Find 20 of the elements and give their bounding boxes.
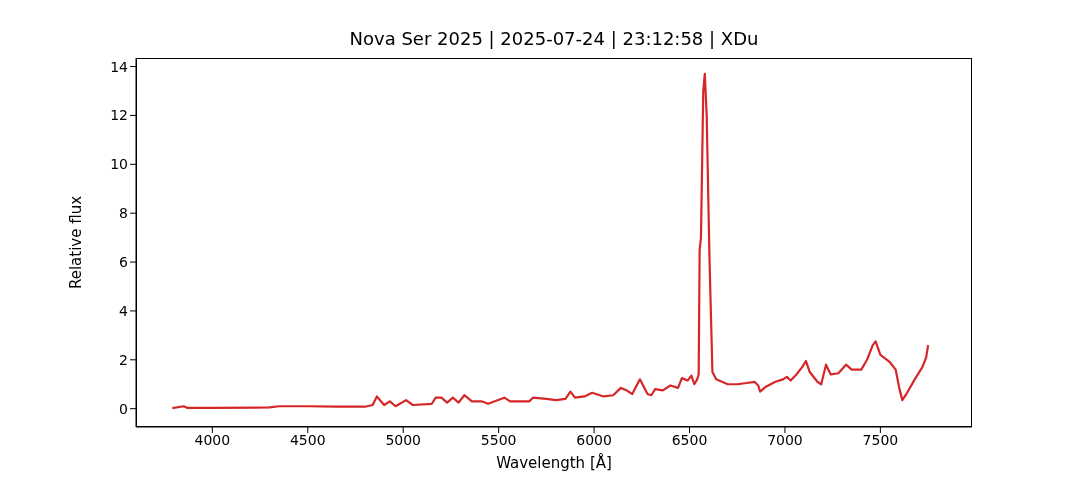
x-tick-label: 7000: [767, 431, 803, 448]
x-axis-title: Wavelength [Å]: [496, 453, 612, 472]
y-tick-label: 12: [110, 107, 128, 124]
y-tick-label: 10: [110, 156, 128, 173]
y-tick-label: 0: [119, 400, 128, 417]
y-tick-label: 14: [110, 58, 129, 75]
line-series: [171, 72, 930, 410]
y-tick-label: 8: [119, 205, 128, 222]
y-tick-label: 4: [119, 302, 129, 319]
x-tick-label: 5500: [480, 431, 517, 448]
x-tick-label: 6000: [576, 431, 612, 448]
y-tick-label: 2: [119, 351, 128, 368]
x-tick-label: 4500: [289, 431, 326, 448]
x-tick-label: 7500: [862, 431, 899, 448]
chart-title: Nova Ser 2025 | 2025-07-24 | 23:12:58 | XDu: [348, 28, 760, 49]
x-tick-label: 5000: [385, 431, 422, 448]
y-tick-label: 6: [119, 254, 129, 271]
x-tick-label: 4000: [194, 431, 231, 448]
y-axis-title: Relative flux: [67, 195, 86, 290]
x-tick-label: 6500: [671, 431, 708, 448]
